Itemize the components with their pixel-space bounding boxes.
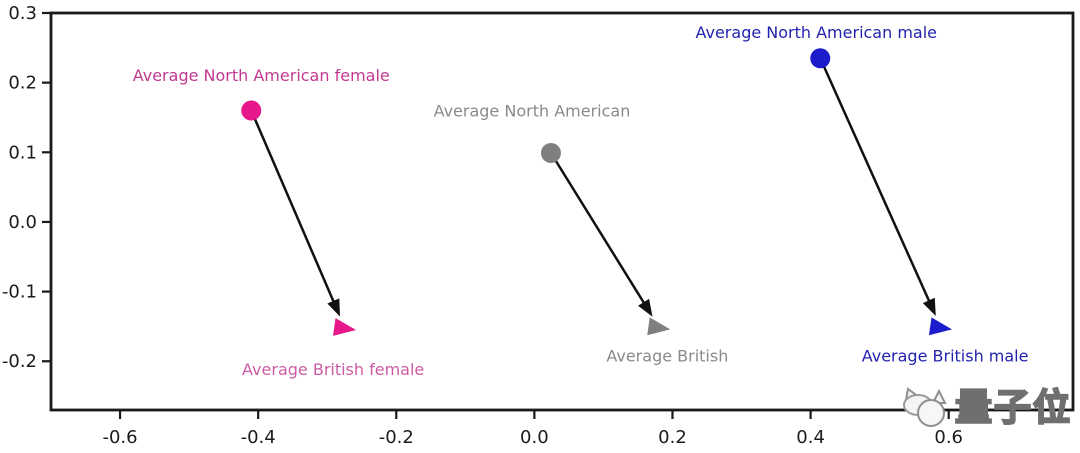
point-average-north-american-female bbox=[241, 100, 262, 121]
shift-arrow-male bbox=[819, 57, 934, 310]
y-tick-label: 0.1 bbox=[8, 142, 37, 163]
arrowhead-female bbox=[327, 298, 341, 317]
y-tick-label: 0.3 bbox=[8, 3, 37, 24]
label-average-british: Average British bbox=[606, 346, 728, 365]
x-tick-label: 0.0 bbox=[520, 427, 549, 448]
x-tick-label: 0.4 bbox=[796, 427, 825, 448]
point-average-north-american-male bbox=[810, 48, 831, 69]
arrowhead-neutral bbox=[638, 298, 653, 317]
x-tick-label: -0.6 bbox=[102, 427, 137, 448]
axis-box bbox=[49, 11, 1075, 412]
point-average-british-female bbox=[333, 318, 357, 336]
point-average-north-american bbox=[540, 142, 561, 163]
x-tick-label: 0.6 bbox=[934, 427, 963, 448]
y-tick-label: -0.1 bbox=[2, 282, 37, 303]
arrowhead-male bbox=[922, 297, 936, 316]
y-tick-label: 0.2 bbox=[8, 73, 37, 94]
x-tick-label: 0.2 bbox=[658, 427, 687, 448]
label-average-north-american-female: Average North American female bbox=[133, 66, 390, 85]
label-average-british-female: Average British female bbox=[242, 360, 424, 379]
label-average-north-american: Average North American bbox=[434, 101, 631, 120]
point-average-british bbox=[647, 317, 671, 336]
shift-arrow-neutral bbox=[549, 152, 650, 311]
label-average-north-american-male: Average North American male bbox=[695, 23, 937, 42]
point-average-british-male bbox=[928, 317, 952, 336]
label-average-british-male: Average British male bbox=[862, 346, 1029, 365]
y-tick-label: 0.0 bbox=[8, 212, 37, 233]
shift-arrow-female bbox=[250, 110, 339, 310]
y-tick-label: -0.2 bbox=[2, 351, 37, 372]
x-tick-label: -0.2 bbox=[379, 427, 414, 448]
x-tick-label: -0.4 bbox=[241, 427, 276, 448]
